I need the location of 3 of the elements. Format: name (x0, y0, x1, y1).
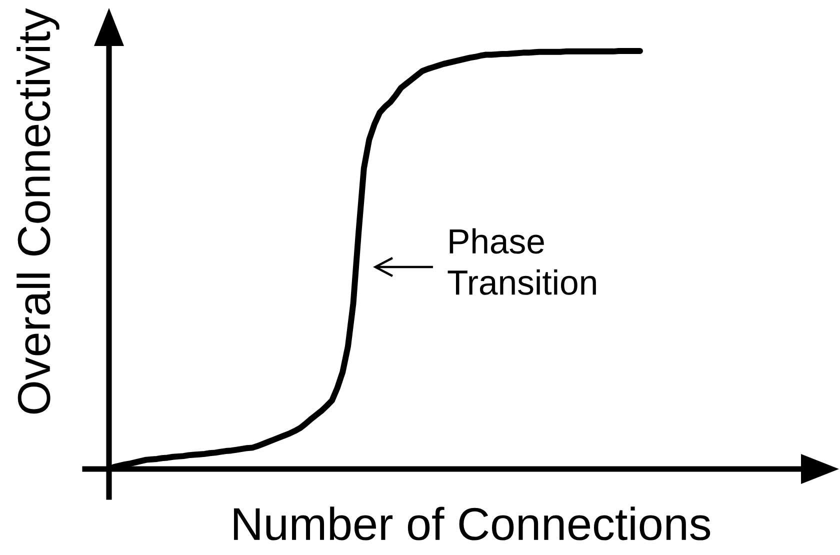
annotation: Phase Transition (448, 228, 596, 295)
x-axis-title: Number of Connections (234, 506, 710, 540)
y-axis-title: Overall Connectivity (16, 8, 60, 414)
